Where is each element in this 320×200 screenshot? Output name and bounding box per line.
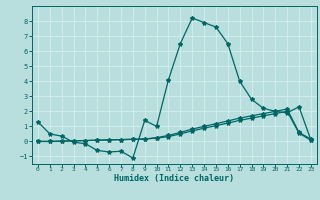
- X-axis label: Humidex (Indice chaleur): Humidex (Indice chaleur): [115, 174, 234, 183]
